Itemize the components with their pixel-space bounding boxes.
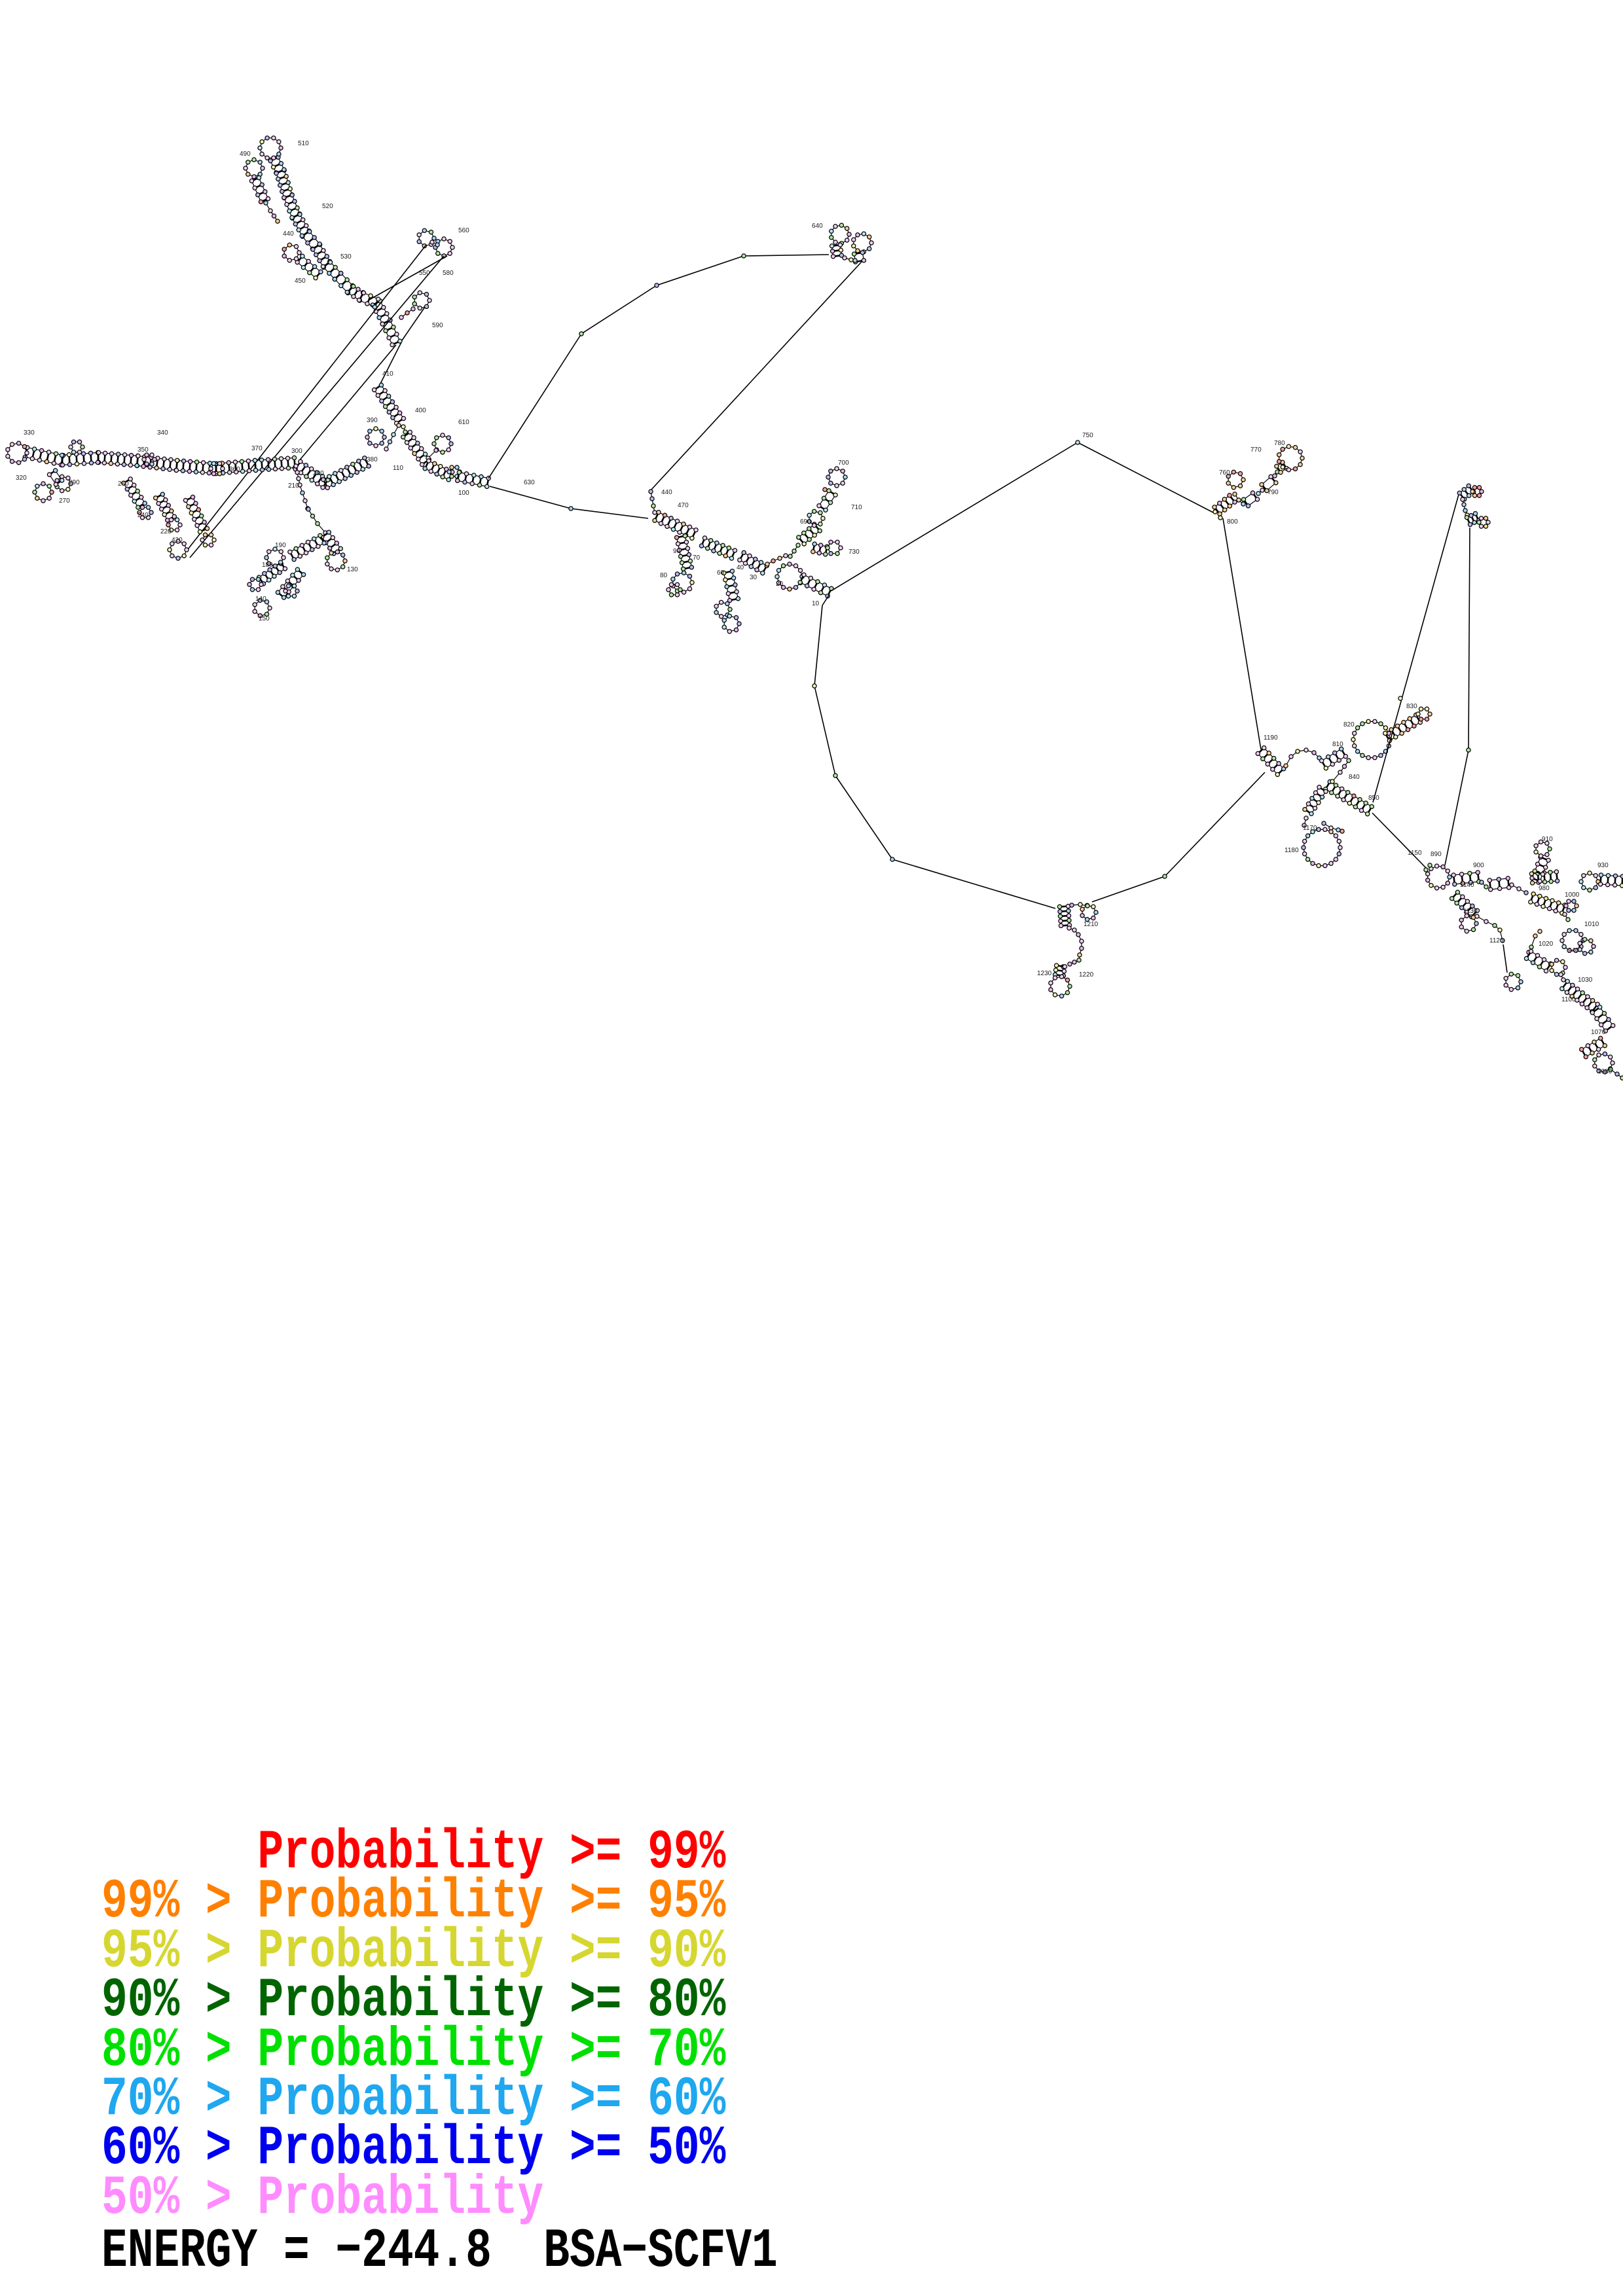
svg-text:220: 220: [160, 528, 172, 535]
svg-text:30: 30: [750, 574, 757, 581]
svg-text:1140: 1140: [1460, 882, 1474, 889]
svg-text:330: 330: [24, 429, 35, 437]
svg-text:1230: 1230: [1037, 970, 1052, 977]
svg-text:1030: 1030: [1578, 977, 1593, 984]
svg-text:750: 750: [1082, 432, 1093, 439]
svg-text:190: 190: [275, 542, 286, 549]
svg-text:380: 380: [367, 456, 378, 463]
svg-text:910: 910: [1542, 836, 1553, 843]
svg-text:410: 410: [382, 370, 393, 378]
svg-text:980: 980: [1539, 885, 1550, 892]
svg-text:260: 260: [118, 480, 129, 488]
svg-text:710: 710: [851, 504, 862, 511]
svg-text:790: 790: [1267, 489, 1279, 496]
svg-text:530: 530: [340, 253, 352, 260]
svg-text:640: 640: [812, 223, 823, 230]
svg-text:890: 890: [1431, 851, 1442, 858]
svg-text:420: 420: [172, 537, 183, 544]
svg-text:810: 810: [1332, 741, 1343, 748]
svg-text:780: 780: [1274, 440, 1285, 447]
svg-text:110: 110: [393, 465, 403, 472]
svg-text:240: 240: [137, 512, 149, 519]
svg-text:830: 830: [1406, 703, 1417, 710]
svg-text:130: 130: [347, 566, 358, 573]
svg-text:440: 440: [283, 230, 294, 238]
svg-text:20: 20: [776, 581, 784, 588]
svg-text:80: 80: [660, 572, 668, 579]
svg-text:820: 820: [1343, 721, 1355, 728]
svg-text:470: 470: [678, 502, 689, 509]
svg-text:1190: 1190: [1264, 734, 1278, 742]
svg-text:1010: 1010: [1584, 921, 1599, 928]
svg-text:180: 180: [262, 562, 273, 569]
svg-text:200: 200: [313, 470, 324, 477]
svg-text:150: 150: [259, 615, 270, 622]
svg-text:1080: 1080: [1597, 1068, 1613, 1075]
svg-text:1070: 1070: [1591, 1029, 1606, 1036]
svg-text:100: 100: [458, 490, 469, 497]
svg-text:900: 900: [1473, 862, 1484, 869]
svg-text:450: 450: [295, 278, 306, 285]
svg-text:800: 800: [1227, 518, 1238, 526]
svg-text:1120: 1120: [1489, 937, 1504, 944]
svg-text:850: 850: [1368, 795, 1379, 802]
svg-text:590: 590: [432, 322, 443, 329]
svg-text:300: 300: [291, 448, 302, 455]
svg-text:1000: 1000: [1565, 891, 1580, 899]
svg-text:320: 320: [16, 475, 27, 482]
svg-text:360: 360: [229, 466, 240, 473]
svg-text:1180: 1180: [1285, 847, 1299, 854]
svg-text:140: 140: [255, 596, 266, 603]
svg-text:700: 700: [838, 459, 849, 467]
svg-text:90: 90: [673, 548, 681, 555]
svg-text:690: 690: [800, 518, 811, 526]
svg-text:550: 550: [419, 270, 430, 277]
svg-text:730: 730: [848, 548, 860, 556]
svg-text:580: 580: [443, 270, 454, 277]
svg-text:10: 10: [812, 600, 820, 607]
svg-text:510: 510: [298, 140, 309, 147]
svg-text:1150: 1150: [1408, 850, 1422, 857]
svg-text:60: 60: [717, 569, 725, 577]
svg-text:270: 270: [59, 497, 70, 505]
svg-text:1100: 1100: [1561, 996, 1576, 1003]
svg-text:1130: 1130: [1463, 908, 1478, 915]
svg-text:520: 520: [322, 203, 333, 210]
svg-text:840: 840: [1349, 774, 1360, 781]
svg-text:390: 390: [367, 417, 378, 424]
svg-text:930: 930: [1597, 862, 1609, 869]
svg-text:760: 760: [1219, 469, 1230, 476]
svg-text:1210: 1210: [1084, 921, 1099, 928]
svg-text:210: 210: [288, 482, 299, 490]
svg-text:1020: 1020: [1539, 941, 1554, 948]
svg-text:440: 440: [661, 489, 672, 496]
svg-text:40: 40: [737, 564, 744, 571]
svg-text:290: 290: [69, 479, 80, 486]
svg-text:610: 610: [458, 419, 469, 426]
svg-text:560: 560: [458, 227, 469, 234]
svg-text:940: 940: [1568, 947, 1579, 954]
svg-text:370: 370: [251, 445, 263, 452]
svg-text:770: 770: [1250, 446, 1262, 454]
svg-text:350: 350: [137, 446, 149, 454]
svg-text:490: 490: [240, 151, 251, 158]
svg-text:400: 400: [415, 407, 426, 414]
svg-text:70: 70: [693, 554, 701, 562]
svg-text:340: 340: [157, 429, 168, 437]
svg-text:630: 630: [524, 479, 535, 486]
svg-text:1220: 1220: [1079, 971, 1094, 978]
svg-text:1170: 1170: [1303, 825, 1317, 832]
